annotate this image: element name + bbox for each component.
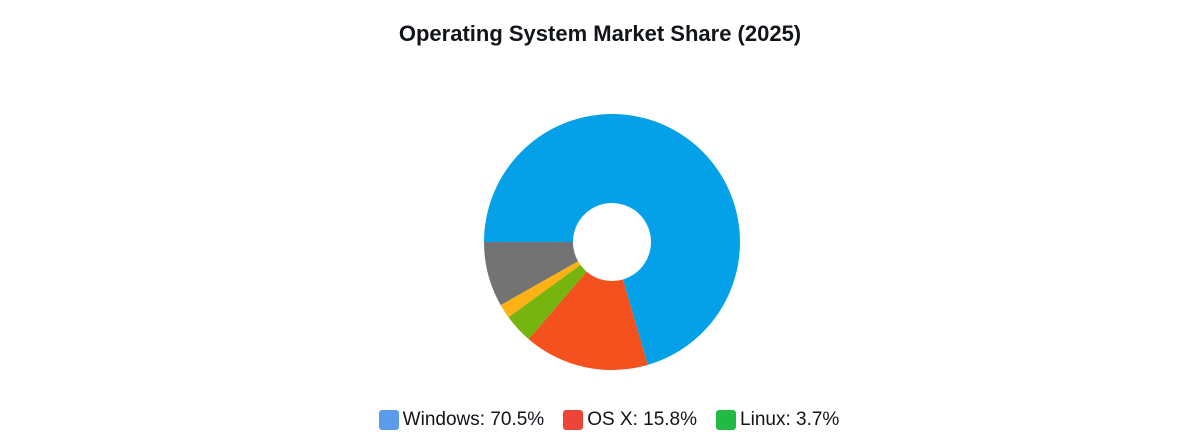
donut-slice-unlabeled-3 — [500, 261, 581, 318]
chart-legend: Windows: 70.5% OS X: 15.8% Linux: 3.7% — [9, 408, 1200, 431]
legend-swatch-windows — [378, 409, 399, 430]
donut-chart — [484, 114, 740, 370]
legend-label-linux: Linux: 3.7% — [740, 409, 840, 430]
legend-label-windows: Windows: 70.5% — [402, 409, 545, 430]
legend-item-osx[interactable]: OS X: 15.8% — [563, 408, 697, 431]
donut-slice-os-x — [528, 271, 648, 370]
chart-title: Operating System Market Share (2025) — [398, 21, 802, 46]
legend-label-osx: OS X: 15.8% — [587, 409, 698, 430]
legend-swatch-linux — [716, 409, 737, 430]
donut-slice-linux — [508, 264, 587, 340]
donut-slice-windows — [484, 114, 740, 365]
legend-item-windows[interactable]: Windows: 70.5% — [378, 408, 545, 431]
legend-item-linux[interactable]: Linux: 3.7% — [716, 408, 839, 431]
donut-slice-unlabeled-4 — [484, 242, 579, 306]
legend-swatch-osx — [563, 409, 584, 430]
